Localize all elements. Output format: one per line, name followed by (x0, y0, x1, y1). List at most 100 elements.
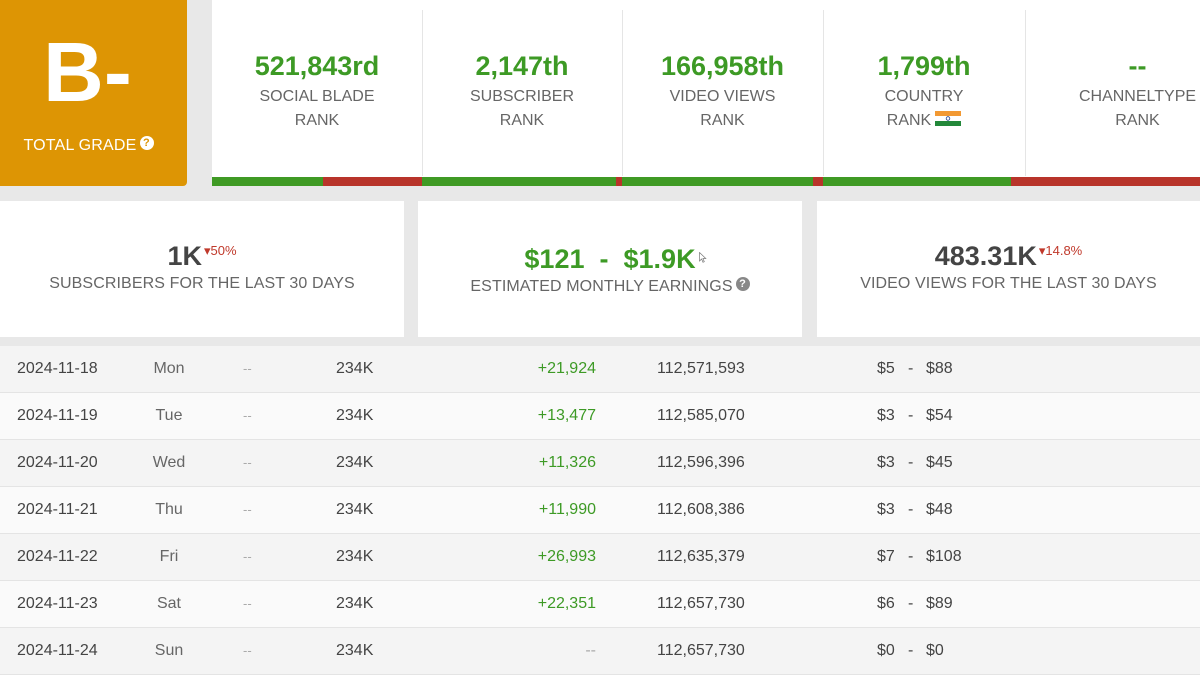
earnings-low: $121 (524, 244, 585, 274)
delta-text: 50% (210, 243, 237, 258)
row-date: 2024-11-24 (17, 642, 98, 659)
row-date: 2024-11-23 (17, 595, 98, 612)
rank-bar-red (1025, 177, 1200, 186)
row-date: 2024-11-22 (17, 548, 98, 565)
delta-text: 14.8% (1045, 243, 1083, 258)
table-row: 2024-11-20 Wed -- 234K +11,326 112,596,396 $3-… (0, 440, 1200, 487)
social-blade-rank: 521,843rd SOCIAL BLADE RANK (212, 0, 422, 186)
card-label: SUBSCRIBERS FOR THE LAST 30 DAYS (49, 275, 355, 292)
row-earnings-low: $7 (877, 548, 895, 565)
rank-bar (1025, 177, 1200, 186)
country-rank: 1,799th COUNTRY RANK (823, 0, 1025, 186)
row-views-change: +13,477 (537, 407, 596, 424)
row-earnings-low: $5 (877, 360, 895, 377)
rank-bar-red (323, 177, 422, 186)
row-views-change: -- (585, 642, 596, 659)
rank-bar-red (616, 177, 622, 186)
row-subscribers: 234K (336, 595, 374, 612)
rank-bar (823, 177, 1025, 186)
row-earnings-low: $0 (877, 642, 895, 659)
mouse-cursor-icon (699, 252, 707, 263)
row-date: 2024-11-18 (17, 360, 98, 377)
row-day: Sat (156, 595, 181, 612)
video-views-rank: 166,958th VIDEO VIEWS RANK (622, 0, 823, 186)
rank-label: VIDEO VIEWS RANK (622, 85, 823, 133)
row-date: 2024-11-20 (17, 454, 98, 471)
subscribers-value: 1K (167, 241, 202, 271)
row-earnings-separator: - (908, 360, 914, 377)
row-subscribers: 234K (336, 407, 374, 424)
card-value-row: 1K ▾50% (0, 235, 404, 272)
views-value: 483.31K (934, 241, 1037, 271)
row-earnings-separator: - (908, 501, 914, 518)
row-sub-change: -- (243, 455, 252, 470)
rank-bar-green (212, 177, 324, 186)
table-row: 2024-11-18 Mon -- 234K +21,924 112,571,593 $5-… (0, 346, 1200, 393)
card-label: ESTIMATED MONTHLY EARNINGS? (418, 275, 802, 299)
help-icon[interactable]: ? (735, 277, 750, 291)
rank-bar-red (1010, 177, 1025, 186)
help-icon[interactable]: ? (139, 136, 154, 150)
row-sub-change: -- (243, 361, 252, 376)
row-earnings-high: $48 (926, 501, 953, 518)
row-earnings-high: $45 (926, 454, 953, 471)
row-earnings-high: $88 (926, 360, 953, 377)
total-grade-box: B- TOTAL GRADE? (0, 0, 187, 186)
row-earnings-high: $54 (926, 407, 953, 424)
table-row: 2024-11-23 Sat -- 234K +22,351 112,657,730 $6-… (0, 581, 1200, 628)
row-subscribers: 234K (336, 454, 374, 471)
triangle-down-icon: ▾ (203, 243, 211, 258)
row-earnings-separator: - (908, 454, 914, 471)
row-date: 2024-11-19 (17, 407, 98, 424)
triangle-down-icon: ▾ (1038, 243, 1046, 258)
rank-label-line2: RANK (700, 112, 745, 129)
row-views-change: +11,990 (538, 501, 596, 518)
row-sub-change: -- (243, 549, 252, 564)
grade-letter: B- (43, 25, 132, 119)
row-views-change: +26,993 (537, 548, 596, 565)
channeltype-rank: -- CHANNELTYPE RANK (1025, 0, 1200, 186)
rank-bar-green (422, 177, 616, 186)
rank-bar-green (622, 177, 813, 186)
row-views-total: 112,635,379 (657, 548, 745, 565)
earnings-label: ESTIMATED MONTHLY EARNINGS (470, 278, 733, 295)
rank-bar (422, 177, 622, 186)
row-subscribers: 234K (336, 501, 374, 518)
row-views-change: +21,924 (537, 360, 596, 377)
row-sub-change: -- (243, 502, 252, 517)
row-sub-change: -- (243, 596, 252, 611)
daily-stats-table: 2024-11-18 Mon -- 234K +21,924 112,571,593 $5-… (0, 346, 1200, 675)
row-earnings-separator: - (908, 407, 914, 424)
rank-value: 166,958th (660, 51, 785, 81)
row-views-total: 112,657,730 (657, 642, 745, 659)
video-views-30-days-card: 483.31K ▾14.8% VIDEO VIEWS FOR THE LAST 3… (817, 201, 1200, 337)
rank-value: 521,843rd (254, 51, 380, 81)
earnings-high: $1.9K (623, 244, 696, 274)
rank-panel: 521,843rd SOCIAL BLADE RANK 2,147th SUBS… (212, 0, 1200, 186)
rank-bar-green (823, 177, 1011, 186)
rank-value: 2,147th (475, 51, 569, 81)
monthly-earnings-card: $121 - $1.9K ESTIMATED MONTHLY EARNINGS? (418, 201, 802, 337)
row-sub-change: -- (243, 408, 252, 423)
row-day: Fri (159, 548, 179, 565)
table-row: 2024-11-21 Thu -- 234K +11,990 112,608,386 $3-… (0, 487, 1200, 534)
card-value-row: $121 - $1.9K (418, 243, 802, 275)
row-subscribers: 234K (336, 548, 374, 565)
rank-label-line2: RANK (499, 112, 545, 129)
earnings-separator: - (599, 244, 609, 274)
row-subscribers: 234K (336, 642, 374, 659)
row-day: Thu (155, 501, 183, 518)
rank-value: -- (1128, 51, 1147, 81)
grade-label-text: TOTAL GRADE (23, 137, 137, 154)
rank-label: SUBSCRIBER RANK (422, 85, 622, 133)
subscribers-delta: ▾50% (204, 243, 237, 258)
grade-label: TOTAL GRADE? (0, 136, 177, 156)
rank-bar (622, 177, 823, 186)
rank-label-line2: RANK (1115, 112, 1160, 129)
rank-label-line1: CHANNELTYPE (1078, 88, 1197, 105)
rank-label-line1: SUBSCRIBER (469, 88, 575, 105)
row-subscribers: 234K (336, 360, 374, 377)
row-views-total: 112,571,593 (657, 360, 745, 377)
rank-label: COUNTRY RANK (823, 85, 1025, 133)
india-flag-icon (935, 111, 962, 126)
